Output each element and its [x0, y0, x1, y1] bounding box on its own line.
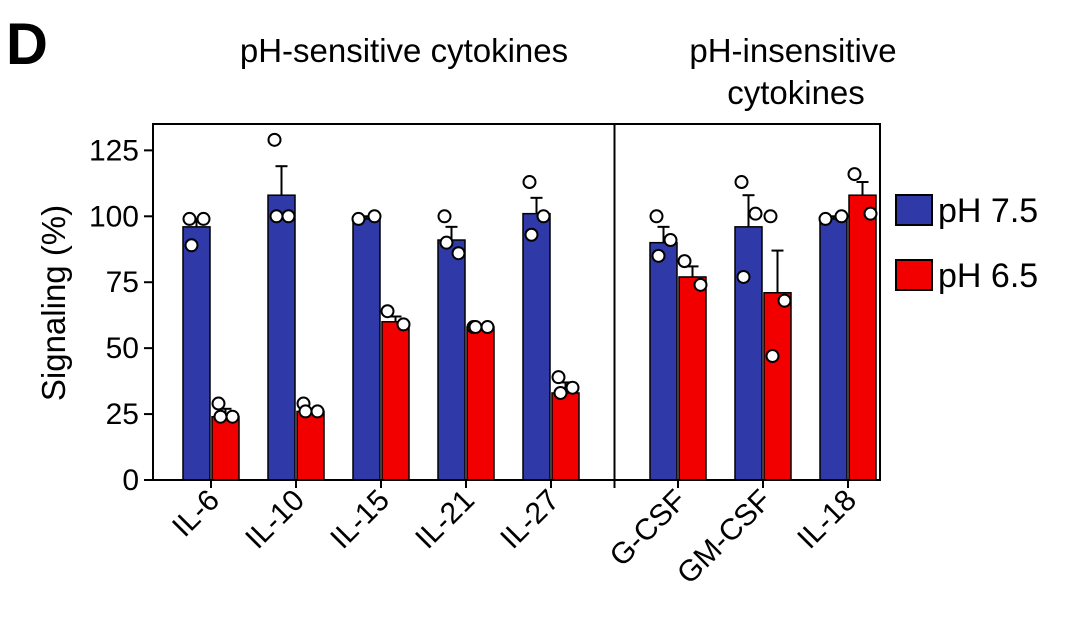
- bar-ph7.5-il-10: [267, 194, 296, 481]
- group-title-insensitive-line: pH-insensitive: [689, 32, 896, 69]
- axes: [152, 123, 881, 488]
- group-titles: pH-sensitive cytokines pH-insensitive cyto…: [240, 32, 897, 111]
- bar-ph6.5-il-21: [466, 326, 495, 481]
- data-point: [437, 209, 452, 224]
- data-point: [184, 238, 199, 253]
- y-tick-label: 25: [106, 398, 139, 431]
- data-point: [298, 404, 313, 419]
- data-point: [536, 209, 551, 224]
- data-point: [651, 248, 666, 263]
- data-point: [439, 235, 454, 250]
- legend-label: pH 6.5: [938, 257, 1038, 295]
- y-ticks: 0 25 50 75 100 125: [89, 134, 153, 497]
- x-tick-label-il-21: IL-21: [409, 484, 481, 556]
- bar-ph6.5-gm-csf: [763, 292, 792, 481]
- x-tick-label-il-18: IL-18: [791, 484, 863, 556]
- bar-ph7.5-g-csf: [649, 241, 678, 481]
- data-point: [847, 167, 862, 182]
- data-point: [777, 293, 792, 308]
- y-axis-label: Signaling (%): [35, 205, 72, 401]
- data-point: [763, 209, 778, 224]
- data-point: [213, 409, 228, 424]
- data-point: [565, 380, 580, 395]
- data-point: [553, 385, 568, 400]
- x-tick-label-gm-csf: GM-CSF: [671, 484, 778, 591]
- data-point: [351, 211, 366, 226]
- data-point: [663, 233, 678, 248]
- data-point: [734, 175, 749, 190]
- bar-ph6.5-g-csf: [678, 276, 707, 481]
- data-point: [281, 209, 296, 224]
- data-point: [267, 132, 282, 147]
- data-point: [551, 370, 566, 385]
- y-tick-label: 0: [122, 464, 139, 497]
- data-point: [211, 396, 226, 411]
- data-point: [834, 209, 849, 224]
- data-points: [182, 132, 878, 424]
- bar-ph7.5-il-15: [352, 218, 381, 481]
- bar-ph7.5-gm-csf: [734, 226, 763, 481]
- data-point: [649, 209, 664, 224]
- y-tick-label: 50: [106, 332, 139, 365]
- data-point: [480, 320, 495, 335]
- data-point: [524, 227, 539, 242]
- legend-swatch: [895, 259, 933, 291]
- bar-ph7.5-il-6: [182, 226, 211, 481]
- y-tick-label: 125: [89, 134, 139, 167]
- data-point: [182, 211, 197, 226]
- data-point: [269, 209, 284, 224]
- x-tick-label-il-27: IL-27: [494, 484, 566, 556]
- x-tick-label-il-6: IL-6: [166, 484, 226, 544]
- x-tick-label-il-10: IL-10: [239, 484, 311, 556]
- group-title-insensitive-line: cytokines: [727, 74, 865, 111]
- data-point: [367, 209, 382, 224]
- data-point: [522, 175, 537, 190]
- bar-ph7.5-il-27: [522, 212, 551, 481]
- bar-ph6.5-il-10: [296, 410, 325, 481]
- data-point: [310, 404, 325, 419]
- legend-swatch: [895, 194, 933, 226]
- bar-ph6.5-il-27: [551, 392, 580, 481]
- legend-label: pH 7.5: [938, 192, 1038, 230]
- data-point: [677, 254, 692, 269]
- data-point: [765, 349, 780, 364]
- data-point: [863, 206, 878, 221]
- data-point: [196, 211, 211, 226]
- data-point: [748, 206, 763, 221]
- bar-ph7.5-il-18: [819, 218, 848, 481]
- data-point: [380, 304, 395, 319]
- x-tick-label-il-15: IL-15: [324, 484, 396, 556]
- legend: pH 7.5 pH 6.5: [895, 192, 1038, 295]
- data-point: [451, 246, 466, 261]
- group-title-sensitive: pH-sensitive cytokines: [240, 32, 568, 69]
- plot-frame: [152, 123, 881, 481]
- y-tick-label: 100: [89, 200, 139, 233]
- bar-ph6.5-il-18: [848, 194, 877, 481]
- bar-ph6.5-il-6: [211, 415, 240, 481]
- bar-ph7.5-il-21: [437, 239, 466, 481]
- data-point: [396, 317, 411, 332]
- data-point: [468, 320, 483, 335]
- bar-ph6.5-il-15: [381, 321, 410, 481]
- data-point: [693, 277, 708, 292]
- data-point: [736, 269, 751, 284]
- y-tick-label: 75: [106, 266, 139, 299]
- data-point: [225, 409, 240, 424]
- data-point: [818, 211, 833, 226]
- panel-label: D: [6, 12, 48, 77]
